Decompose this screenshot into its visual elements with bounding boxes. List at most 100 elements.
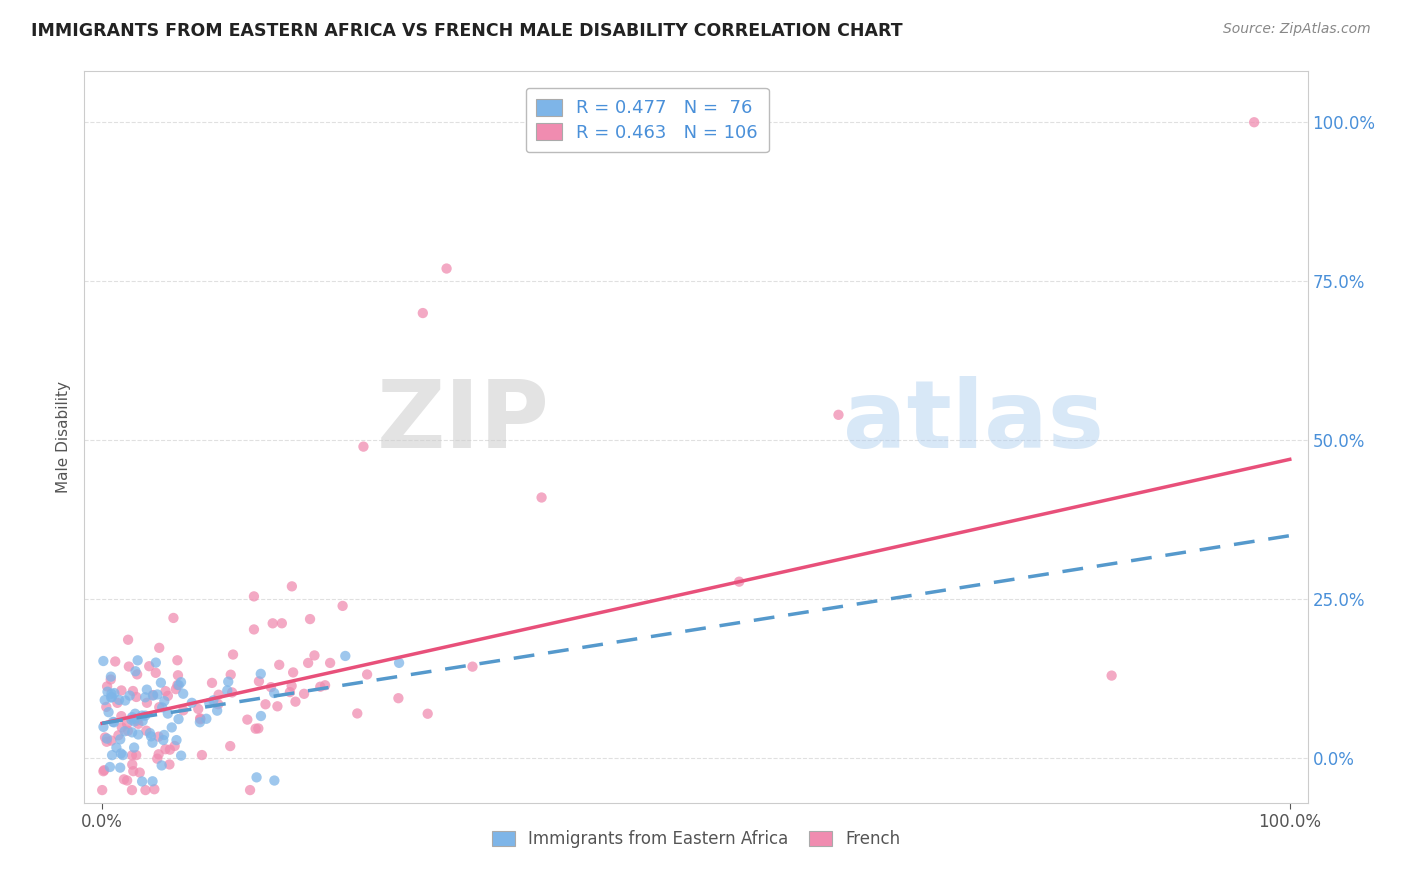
Point (217, 683, 239, 698)
Point (221, 685, 243, 699)
Point (96, 731, 118, 746)
Point (115, 773, 138, 788)
Point (142, 689, 165, 703)
Point (131, 774, 153, 789)
Point (128, 765, 150, 780)
Point (346, 706, 368, 721)
Point (167, 668, 190, 682)
Point (98, 760, 121, 774)
Point (245, 722, 267, 736)
Point (205, 704, 228, 718)
Point (111, 720, 134, 734)
Point (150, 758, 173, 772)
Point (247, 674, 270, 689)
Point (188, 711, 211, 725)
Point (97, 705, 120, 719)
Point (260, 680, 283, 694)
Point (96, 684, 118, 698)
Point (162, 611, 184, 625)
Point (280, 679, 302, 693)
Point (159, 757, 181, 772)
Point (299, 612, 322, 626)
Point (180, 696, 202, 710)
Point (827, 408, 849, 422)
Point (201, 676, 224, 690)
Point (91, 783, 114, 797)
Point (1101, 668, 1123, 682)
Point (122, 684, 145, 698)
Point (105, 740, 128, 755)
Point (207, 688, 229, 702)
Point (127, 653, 149, 667)
Point (156, 706, 179, 721)
Point (262, 616, 284, 631)
Point (145, 665, 167, 680)
Point (110, 709, 132, 723)
Point (416, 706, 439, 721)
Point (387, 691, 409, 706)
Point (163, 739, 186, 753)
Point (269, 657, 291, 672)
Point (167, 712, 190, 726)
Point (96, 699, 118, 714)
Point (219, 667, 242, 681)
Point (131, 708, 153, 723)
Text: ZIP: ZIP (377, 376, 550, 468)
Point (243, 623, 266, 637)
Point (127, 727, 149, 741)
Point (127, 667, 149, 681)
Point (160, 721, 183, 735)
Point (243, 590, 266, 604)
Point (156, 689, 179, 703)
Point (121, 757, 143, 772)
Point (249, 666, 271, 681)
Point (100, 687, 122, 701)
Point (195, 712, 218, 726)
Point (146, 752, 169, 766)
Point (1243, 115, 1265, 129)
Point (134, 783, 156, 797)
Point (96, 680, 118, 694)
Point (219, 739, 242, 753)
Point (124, 712, 146, 726)
Point (530, 491, 553, 505)
Point (247, 722, 270, 736)
Point (125, 748, 148, 763)
Point (110, 732, 132, 747)
Legend: Immigrants from Eastern Africa, French: Immigrants from Eastern Africa, French (484, 822, 908, 856)
Point (141, 736, 163, 750)
Point (148, 700, 170, 714)
Point (108, 761, 131, 775)
Point (124, 714, 146, 729)
Point (141, 774, 163, 789)
Point (117, 632, 139, 647)
Point (146, 688, 169, 702)
Point (388, 656, 411, 670)
Point (172, 703, 194, 717)
Point (236, 713, 259, 727)
Point (100, 690, 122, 705)
Point (93, 693, 115, 707)
Point (166, 653, 188, 667)
Point (108, 693, 131, 707)
Point (222, 648, 245, 662)
Point (96, 735, 118, 749)
Point (118, 689, 141, 703)
Point (202, 693, 225, 707)
Point (115, 716, 138, 731)
Point (292, 687, 315, 701)
Point (412, 306, 434, 320)
Point (332, 599, 354, 613)
Point (436, 261, 458, 276)
Point (131, 714, 153, 728)
Point (136, 696, 159, 710)
Point (93, 654, 115, 668)
Point (117, 723, 139, 738)
Point (139, 730, 162, 744)
Point (110, 683, 132, 698)
Point (121, 783, 143, 797)
Point (254, 698, 277, 712)
Point (101, 714, 124, 729)
Point (93, 764, 115, 779)
Point (217, 674, 239, 689)
